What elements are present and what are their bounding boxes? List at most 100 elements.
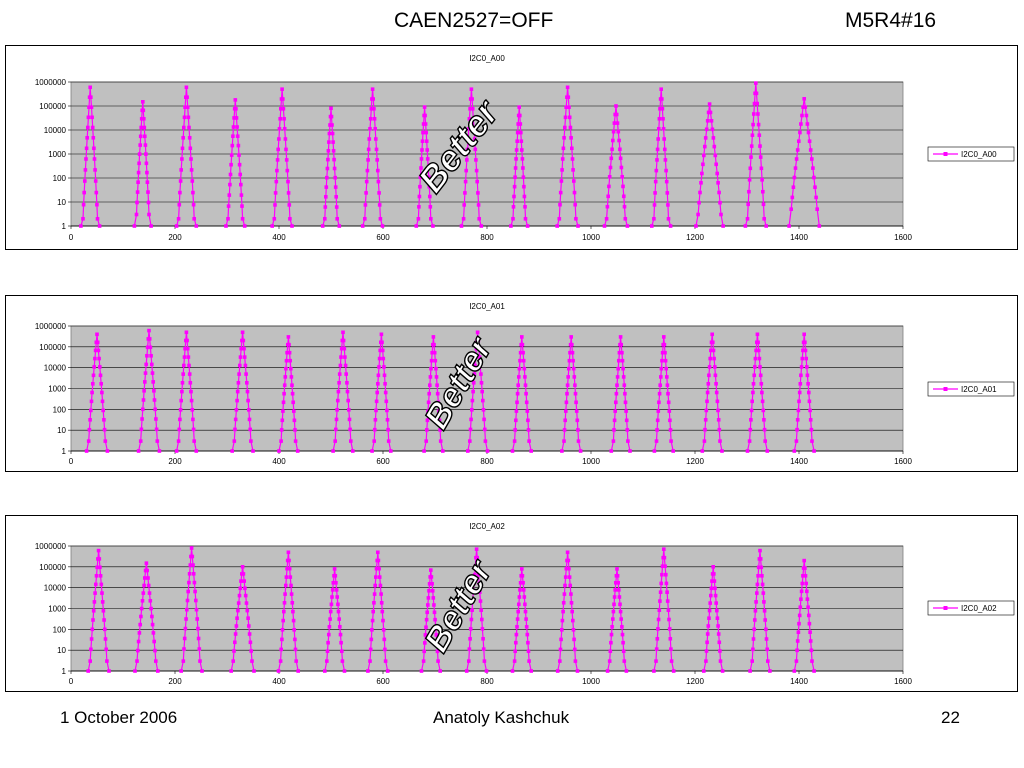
data-point xyxy=(345,381,349,385)
data-point xyxy=(185,105,190,109)
data-point xyxy=(755,591,759,595)
data-point xyxy=(180,146,185,151)
data-point xyxy=(91,609,96,613)
data-point xyxy=(246,398,250,403)
data-point xyxy=(244,601,249,605)
data-point xyxy=(177,427,182,432)
data-point xyxy=(711,348,716,353)
data-point xyxy=(469,617,474,622)
data-point xyxy=(658,383,662,387)
data-point xyxy=(338,632,343,637)
data-point xyxy=(425,610,429,615)
data-point xyxy=(200,669,204,673)
data-point xyxy=(385,418,390,422)
data-point xyxy=(470,408,474,412)
data-point xyxy=(526,428,531,432)
data-point xyxy=(470,398,475,403)
data-point xyxy=(719,212,723,217)
data-point xyxy=(380,340,384,345)
data-point xyxy=(276,669,281,673)
data-point xyxy=(188,563,193,567)
data-point xyxy=(702,669,706,673)
data-point xyxy=(186,355,191,359)
data-point xyxy=(364,191,368,195)
data-point xyxy=(103,637,108,641)
data-point xyxy=(430,350,434,355)
data-point xyxy=(428,383,432,387)
data-point xyxy=(715,616,720,620)
data-point xyxy=(192,217,196,221)
data-point xyxy=(376,558,381,563)
data-point xyxy=(758,557,763,561)
data-point xyxy=(525,632,530,637)
data-point xyxy=(521,175,526,179)
data-point xyxy=(376,168,380,173)
data-point xyxy=(570,350,575,355)
data-point xyxy=(465,158,469,162)
data-point xyxy=(376,382,380,386)
data-point xyxy=(612,418,617,423)
x-tick-label: 0 xyxy=(69,457,74,466)
data-point xyxy=(323,669,327,673)
data-point xyxy=(705,390,710,395)
data-point xyxy=(182,636,187,641)
data-point xyxy=(138,134,143,139)
data-point xyxy=(425,157,430,161)
data-point xyxy=(336,609,341,614)
data-point xyxy=(249,439,253,443)
data-point xyxy=(363,217,367,221)
data-point xyxy=(512,659,517,663)
data-point xyxy=(232,439,237,443)
data-point xyxy=(799,122,803,126)
data-point xyxy=(485,449,490,453)
data-point xyxy=(574,217,578,221)
x-tick-label: 1600 xyxy=(894,233,912,242)
data-point xyxy=(380,348,385,353)
data-point xyxy=(661,127,666,131)
data-point xyxy=(278,659,283,663)
data-point xyxy=(150,371,155,375)
data-point xyxy=(373,127,377,131)
data-point xyxy=(381,356,386,361)
data-point xyxy=(711,136,716,140)
x-tick-label: 1000 xyxy=(582,457,600,466)
data-point xyxy=(424,617,429,622)
data-point xyxy=(83,168,88,172)
data-point xyxy=(279,107,283,111)
data-point xyxy=(424,139,429,143)
data-point xyxy=(621,640,625,645)
data-point xyxy=(340,649,344,653)
data-point xyxy=(231,134,235,138)
data-point xyxy=(273,191,278,195)
data-point xyxy=(233,632,238,636)
data-point xyxy=(368,117,373,121)
data-point xyxy=(89,647,93,652)
data-point xyxy=(707,373,711,378)
data-point xyxy=(90,125,95,130)
data-point xyxy=(808,630,812,634)
data-point xyxy=(620,358,625,363)
data-point xyxy=(427,175,431,179)
data-point xyxy=(713,373,718,378)
chart-panel-a01: I2C0_A01 1 10 100 1000 10000 100000 1000000 0 200… xyxy=(5,295,1018,472)
data-point xyxy=(320,224,325,228)
data-point xyxy=(793,166,798,170)
data-point xyxy=(142,583,146,588)
data-point xyxy=(136,449,141,453)
data-point xyxy=(792,449,797,453)
x-tick-label: 1600 xyxy=(894,457,912,466)
data-point xyxy=(368,127,372,131)
data-point xyxy=(277,137,281,141)
data-point xyxy=(622,659,627,663)
data-point xyxy=(272,217,277,221)
data-point xyxy=(242,346,246,351)
data-point xyxy=(520,567,524,571)
data-point xyxy=(521,358,526,363)
data-point xyxy=(710,332,714,337)
data-point xyxy=(141,407,145,412)
x-tick-label: 400 xyxy=(272,677,286,686)
data-point xyxy=(280,87,284,91)
data-point xyxy=(805,365,809,369)
data-point xyxy=(800,113,804,118)
data-point xyxy=(385,408,389,413)
